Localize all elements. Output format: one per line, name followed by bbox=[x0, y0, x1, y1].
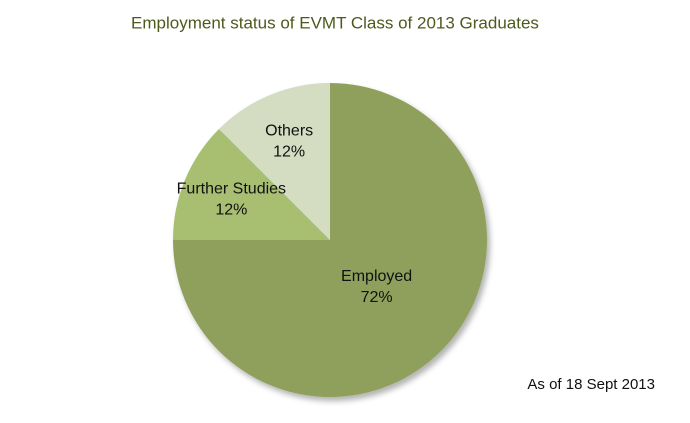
pie-slice bbox=[173, 128, 330, 240]
slice-label: Employed bbox=[341, 268, 412, 285]
slice-value-label: 12% bbox=[273, 144, 305, 161]
annotation: As of 18 Sept 2013 bbox=[527, 376, 655, 393]
pie bbox=[173, 83, 487, 397]
slice-value-label: 12% bbox=[215, 201, 247, 218]
pie-slice bbox=[218, 83, 330, 240]
slice-label: Others bbox=[265, 123, 313, 140]
chart-title: Employment status of EVMT Class of 2013 … bbox=[131, 13, 539, 32]
slice-label: Further Studies bbox=[177, 180, 286, 197]
slice-value-label: 72% bbox=[361, 289, 393, 306]
